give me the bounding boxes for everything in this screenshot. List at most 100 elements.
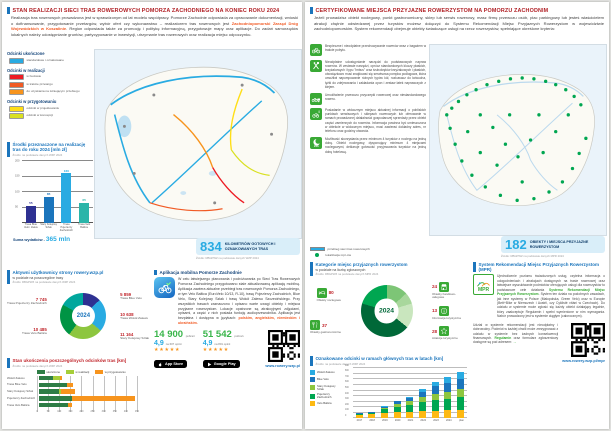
stacked-segment xyxy=(444,391,452,399)
hbar-segment xyxy=(53,375,60,381)
legend-color-swatch xyxy=(37,370,45,374)
site-users-section: Aktywni użytkownicy strony rowery.wzp.pl… xyxy=(7,270,149,346)
criterion-text: Bezpieczne i nieodpłatne przechowywanie … xyxy=(325,44,426,53)
category-label: Obiekty gastronomiczne xyxy=(310,330,342,335)
stacked-chart-legend: Wokół Zalewu Blue Velo Stary Kolejowy Szla… xyxy=(310,368,342,422)
stacked-column xyxy=(406,396,414,418)
stacked-segment xyxy=(355,413,363,415)
page-title: CERTYFIKOWANE MIEJSCA PRZYJAZNE ROWERZYS… xyxy=(315,8,549,14)
app-url-link[interactable]: www.rowery.wzp.pl xyxy=(265,364,300,369)
bar-column: 55 xyxy=(24,201,37,223)
km-badge-source: Źródło: RBGPWZ na podstawie danych WZP 2… xyxy=(196,255,259,260)
route-legend-group: Odcinki ukończone standardowe i oznakowan… xyxy=(7,51,93,64)
bar xyxy=(61,173,72,223)
hbar-row-label: Wokół Zalewu xyxy=(7,375,25,380)
chart-gridline xyxy=(353,367,467,368)
app-title: Aplikacja mobilna Pomorze Zachodnie xyxy=(159,270,242,275)
bar-value-label: 85 xyxy=(46,192,51,197)
category-callout: 28 Atrakcje turystyczne xyxy=(432,326,458,340)
hbar-segment xyxy=(39,402,68,408)
hbar-row: Wokół Zalewu xyxy=(7,375,149,381)
bar xyxy=(79,202,90,223)
bike-trailer-icon xyxy=(310,92,322,105)
bar-category-label: Trasa Blue Velo i Zalew xyxy=(24,222,38,229)
axis-tick-label: 0 xyxy=(345,414,347,417)
stacked-columns xyxy=(353,368,467,418)
hbar-track xyxy=(39,375,139,381)
legend-color-chip xyxy=(9,57,24,64)
categories-title: Kategorie miejsc przyjaznych rowerzystom xyxy=(315,262,408,267)
hbar-segment xyxy=(66,382,74,388)
km-ready-badge: 834 kilometrów gotowych i oznakowanych t… xyxy=(196,238,300,255)
bar-chart-plot: 50 100 150 200 55 85 160 65 xyxy=(15,159,93,223)
slice-callout: 11 164 Stary Kolejowy Szlak xyxy=(120,332,149,341)
bar-column: 85 xyxy=(42,192,55,223)
google-play-badge[interactable]: Google Play xyxy=(202,360,240,368)
section-accent-bar xyxy=(7,142,10,157)
stacked-segment xyxy=(457,409,465,418)
slice-label: Stary Kolejowy Szlak xyxy=(120,335,149,340)
rating-value: 4,9 na 801 opinii xyxy=(202,339,231,347)
hbar-track xyxy=(39,396,139,401)
stacked-segment xyxy=(368,411,376,414)
hbar-legend: ukończone w realizacji w przygotowaniu xyxy=(37,370,149,374)
stacked-segment xyxy=(381,406,389,409)
app-store-badge[interactable]: App Store xyxy=(154,360,188,368)
stacked-segment xyxy=(457,396,465,410)
funds-total: Suma wydatków - 365 mln xyxy=(13,236,93,243)
legend-group-title: Odcinki ukończone xyxy=(7,51,45,56)
chart-gridline xyxy=(22,160,93,161)
mpr-description: Ujednolicenie poziomu świadczonych usług… xyxy=(497,274,605,318)
slice-label: Trasa Wokół Zalewu xyxy=(120,315,149,320)
legend-item: Stary Kolejowy Szlak xyxy=(310,384,342,391)
category-callout-top: 24 xyxy=(432,281,468,292)
axis-tick-label: 150 xyxy=(15,174,20,178)
completion-hbar-chart: ukończone w realizacji w przygotowaniu Wokó… xyxy=(7,370,149,415)
axis-tick-label: 300 xyxy=(101,409,106,413)
stacked-segment xyxy=(393,401,401,404)
legend-series-label: w realizacji xyxy=(75,369,90,374)
night-stay-icon: 24h xyxy=(310,136,322,149)
mpr-regulamin-link[interactable]: Regulamin xyxy=(494,336,512,341)
svg-text:24h: 24h xyxy=(314,144,319,148)
chart-gridline xyxy=(114,375,116,413)
stacked-segment xyxy=(381,408,389,410)
mpr-url-link[interactable]: www.rowery.wzp.pl/mpr xyxy=(562,358,605,363)
axis-tick-label: 900 xyxy=(345,364,349,367)
axis-tick-label: 300 xyxy=(345,398,349,401)
stacked-chart-plot: 0 100 200 300 400 500 600 700 800 900 xyxy=(345,364,468,418)
route-line-icon xyxy=(310,247,325,251)
chart-gridline xyxy=(92,375,94,413)
stacked-column xyxy=(355,413,363,418)
bar-value-label: 65 xyxy=(82,198,86,203)
legend-color-swatch xyxy=(310,377,315,383)
legend-item: do uzyskania na istniejącym przebiegu xyxy=(9,89,93,95)
stacked-column xyxy=(431,382,439,418)
criterion-text: Nieodpłatne udostępnianie narzędzi do po… xyxy=(325,59,426,89)
hbar-row: Stary Kolejowy Szlak xyxy=(7,389,149,394)
hbar-segment xyxy=(72,396,135,401)
stacked-segment xyxy=(381,409,389,413)
legend-item: standardowe i oznakowane xyxy=(9,57,93,64)
app-icon xyxy=(154,277,175,299)
legend-color-chip xyxy=(9,105,24,112)
legend-item-label: w trakcie przetargu xyxy=(26,81,53,86)
bar-column: 160 xyxy=(60,169,73,223)
criterion-text: Posiadanie w widocznym miejscu aktualnej… xyxy=(325,108,426,134)
slice-value: 10 485 xyxy=(33,326,47,332)
intro-text: Realizacja tras rowerowych prowadzona je… xyxy=(11,15,298,26)
legend-color-chip xyxy=(9,89,24,95)
km-ready-value: 834 xyxy=(200,239,222,254)
header-accent-bar xyxy=(7,7,10,15)
legend-item: odcinki w projektowaniu xyxy=(9,105,93,112)
axis-tick-label: 200 xyxy=(79,409,84,413)
legend-item-label: do uzyskania na istniejącym przebiegu xyxy=(26,89,80,94)
axis-tick-label: 400 xyxy=(345,392,349,395)
route-status-legend: Odcinki ukończone standardowe i oznakowan… xyxy=(7,51,93,123)
criterion-item: Nieodpłatne udostępnianie narzędzi do po… xyxy=(310,59,426,90)
legend-item: odcinki w koncepcji xyxy=(9,113,93,119)
mpr-badge-source: Źródło: RBGPWZ na podstawie danych MPR 2… xyxy=(501,253,564,258)
donut-center-label: 2024 xyxy=(72,305,95,328)
km-badge-block: 834 kilometrów gotowych i oznakowanych t… xyxy=(196,238,300,260)
section-accent-bar xyxy=(7,270,10,285)
